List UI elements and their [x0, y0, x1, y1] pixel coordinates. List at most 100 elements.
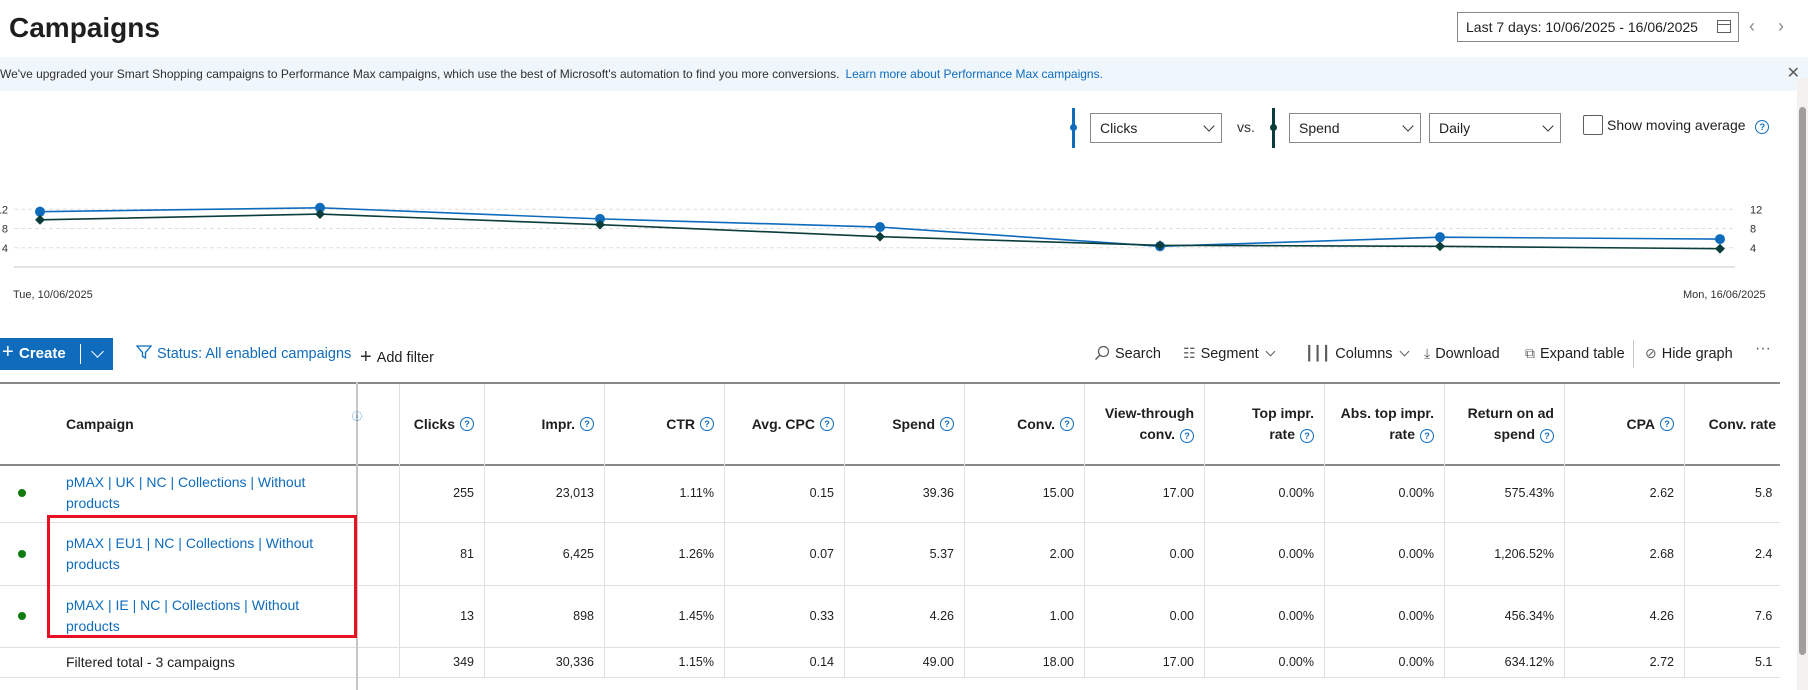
data-point-spend — [595, 219, 605, 230]
date-range-picker[interactable]: Last 7 days: 10/06/2025 - 16/06/2025 — [1457, 12, 1739, 42]
campaign-name-line-1: pMAX | UK | NC | Collections | Without — [66, 474, 306, 490]
metric1-value: Clicks — [1100, 120, 1138, 136]
column-header-top-impr-rate[interactable]: Top impr. rate? — [1205, 384, 1325, 464]
column-header-cpa[interactable]: CPA? — [1565, 384, 1685, 464]
help-icon[interactable]: ? — [1180, 429, 1194, 443]
status-enabled-icon — [18, 612, 26, 620]
segment-icon: ☷ — [1183, 345, 1196, 361]
help-icon[interactable]: ? — [460, 417, 474, 431]
column-header-conv[interactable]: Conv.? — [965, 384, 1085, 464]
chevron-down-icon — [1542, 120, 1554, 132]
table-row[interactable]: pMAX | IE | NC | Collections | Without pr… — [0, 585, 1780, 648]
campaign-name-link[interactable]: pMAX | IE | NC | Collections | Without pr… — [66, 585, 356, 647]
help-icon[interactable]: ? — [820, 417, 834, 431]
create-button[interactable]: + Create — [0, 338, 113, 370]
help-icon[interactable]: ? — [580, 417, 594, 431]
column-header-abs-top-impr-rate[interactable]: Abs. top impr. rate? — [1325, 384, 1445, 464]
header-line-1: Return on ad — [1467, 405, 1554, 421]
cell-top-impr: 0.00% — [1205, 464, 1325, 522]
previous-period-icon[interactable]: ‹ — [1749, 16, 1755, 36]
column-truncated-help-icon: ⓘ — [352, 412, 362, 423]
add-filter-button[interactable]: + Add filter — [360, 345, 434, 368]
table-row[interactable]: pMAX | UK | NC | Collections | Without pr… — [0, 464, 1780, 523]
cell-conv-rate: 2.4 — [1755, 546, 1773, 561]
column-header-ctr[interactable]: CTR? — [605, 384, 725, 464]
cell-roas: 1,206.52% — [1445, 522, 1565, 585]
segment-button[interactable]: ☷ Segment — [1183, 345, 1276, 362]
total-cell-roas: 634.12% — [1445, 647, 1565, 677]
chevron-down-icon[interactable] — [91, 345, 104, 358]
columns-button[interactable]: ┃┃┃ Columns — [1305, 345, 1409, 362]
moving-average-checkbox[interactable] — [1583, 115, 1603, 135]
toolbar-divider — [1633, 340, 1634, 368]
cell-clicks: 13 — [400, 585, 485, 647]
column-header-impr[interactable]: Impr.? — [485, 384, 605, 464]
close-icon[interactable]: ✕ — [1786, 65, 1800, 82]
help-icon[interactable]: ? — [1755, 120, 1770, 134]
help-icon[interactable]: ? — [1420, 429, 1434, 443]
data-point-clicks — [1435, 232, 1445, 243]
status-filter[interactable]: Status: All enabled campaigns — [135, 345, 351, 362]
highlight-annotation-box — [47, 515, 357, 638]
help-icon[interactable]: ? — [700, 417, 714, 431]
help-icon[interactable]: ? — [1540, 429, 1554, 443]
plus-icon: + — [2, 341, 14, 363]
metric2-legend-marker — [1270, 108, 1277, 148]
campaign-name-link[interactable]: pMAX | EU1 | NC | Collections | Without p… — [66, 522, 356, 585]
banner-learn-more-link[interactable]: Learn more about Performance Max campaig… — [845, 67, 1103, 81]
metric2-value: Spend — [1299, 120, 1340, 136]
cell-cpa: 2.68 — [1565, 522, 1685, 585]
cell-abs-top: 0.00% — [1325, 464, 1445, 522]
scrollbar-thumb[interactable] — [1799, 107, 1806, 655]
metric2-select[interactable]: Spend — [1289, 113, 1421, 143]
cell-impr: 6,425 — [485, 522, 605, 585]
y-tick-label-right: 12 — [1750, 204, 1762, 216]
cell-spend: 4.26 — [845, 585, 965, 647]
cell-cpa: 4.26 — [1565, 585, 1685, 647]
moving-average-label: Show moving average ? — [1607, 117, 1770, 134]
column-header-spend[interactable]: Spend? — [845, 384, 965, 464]
download-button[interactable]: ⤓ Download — [1424, 345, 1500, 362]
column-header-roas[interactable]: Return on ad spend? — [1445, 384, 1565, 464]
header-label: Clicks — [413, 415, 455, 432]
column-header-conv-rate[interactable]: Conv. rate — [1685, 384, 1780, 464]
help-icon[interactable]: ? — [1300, 429, 1314, 443]
help-icon[interactable]: ? — [1660, 417, 1674, 431]
help-icon[interactable]: ? — [1060, 417, 1074, 431]
campaign-name-line-1: pMAX | EU1 | NC | Collections | Without — [66, 534, 314, 551]
campaign-name-line-2: products — [66, 555, 120, 572]
header-label: Conv. rate — [1708, 415, 1776, 432]
header-label: CTR — [666, 415, 695, 432]
cell-avg-cpc: 0.33 — [725, 585, 845, 647]
search-button[interactable]: Search — [1094, 345, 1161, 362]
campaign-name-line-1: pMAX | IE | NC | Collections | Without — [66, 597, 300, 613]
download-icon: ⤓ — [1424, 345, 1431, 361]
next-period-icon[interactable]: › — [1778, 16, 1784, 36]
more-options-icon[interactable]: ··· — [1755, 340, 1771, 357]
header-label: Avg. CPC — [751, 415, 815, 432]
header-line-2: conv. — [1139, 426, 1175, 442]
cell-conv-rate: 5.8 — [1755, 486, 1773, 500]
help-icon[interactable]: ? — [940, 417, 954, 431]
moving-average-text: Show moving average — [1607, 117, 1746, 133]
date-range-label: Last 7 days: 10/06/2025 - 16/06/2025 — [1466, 19, 1698, 35]
column-header-avg-cpc[interactable]: Avg. CPC? — [725, 384, 845, 464]
metric1-select[interactable]: Clicks — [1090, 113, 1222, 143]
campaign-name-link[interactable]: pMAX | UK | NC | Collections | Without pr… — [66, 464, 356, 522]
data-point-spend — [35, 214, 45, 225]
total-cell-conv-rate: 5.1 — [1755, 655, 1773, 669]
data-point-spend — [1435, 241, 1445, 252]
cell-conv: 2.00 — [965, 522, 1085, 585]
expand-table-label: Expand table — [1540, 346, 1625, 362]
column-header-view-through-conv[interactable]: View-through conv.? — [1085, 384, 1205, 464]
hide-graph-button[interactable]: ⊘ Hide graph — [1645, 345, 1733, 362]
filter-icon — [135, 345, 153, 360]
expand-table-button[interactable]: ⧉ Expand table — [1525, 345, 1625, 362]
campaign-name-line-2: products — [66, 618, 120, 634]
x-axis-end-label: Mon, 16/06/2025 — [1683, 289, 1766, 301]
column-header-clicks[interactable]: Clicks? — [400, 384, 485, 464]
column-header-campaign[interactable]: Campaign — [0, 384, 358, 464]
table-row[interactable]: pMAX | EU1 | NC | Collections | Without p… — [0, 522, 1780, 586]
granularity-select[interactable]: Daily — [1429, 113, 1561, 143]
plus-icon: + — [360, 346, 372, 368]
